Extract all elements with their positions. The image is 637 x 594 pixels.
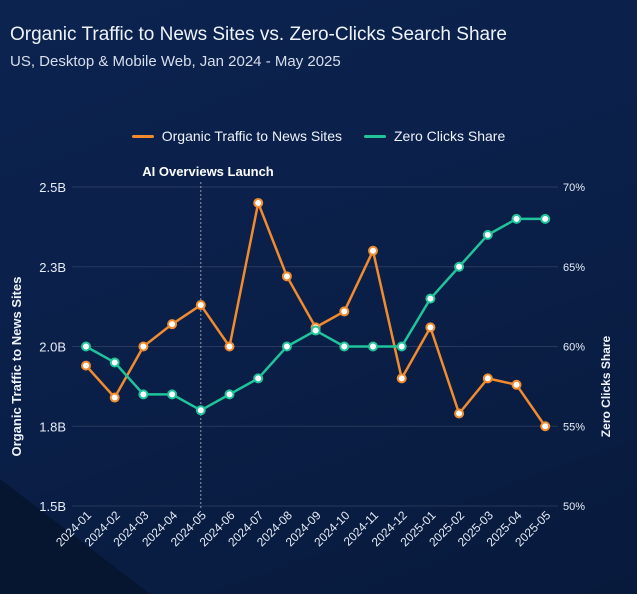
data-point-zero-clicks — [167, 389, 178, 400]
data-point-zero-clicks — [195, 405, 206, 416]
data-point-organic-traffic — [109, 392, 120, 403]
annotation-label: AI Overviews Launch — [142, 164, 274, 179]
left-tick-label: 2.3B — [39, 260, 66, 275]
chart-subtitle: US, Desktop & Mobile Web, Jan 2024 - May… — [10, 53, 341, 70]
right-tick-label: 50% — [563, 501, 585, 513]
y-axis-title-left: Organic Traffic to News Sites — [9, 277, 24, 457]
data-point-zero-clicks — [224, 389, 235, 400]
left-tick-label: 2.0B — [39, 340, 66, 355]
data-point-organic-traffic — [368, 245, 378, 256]
right-tick-label: 60% — [563, 342, 585, 354]
data-point-organic-traffic — [511, 379, 522, 390]
data-point-organic-traffic — [339, 306, 350, 317]
series-line-organic-traffic — [85, 201, 547, 427]
data-point-zero-clicks — [511, 213, 522, 224]
data-point-organic-traffic — [425, 322, 436, 333]
data-point-zero-clicks — [396, 341, 407, 352]
left-tick-label: 1.5B — [39, 499, 66, 514]
data-point-organic-traffic — [281, 271, 292, 282]
data-point-zero-clicks — [454, 261, 465, 272]
data-point-zero-clicks — [368, 341, 378, 352]
chart-title: Organic Traffic to News Sites vs. Zero-C… — [10, 24, 507, 45]
data-point-zero-clicks — [81, 341, 91, 352]
right-tick-label: 55% — [563, 421, 585, 433]
data-point-zero-clicks — [540, 213, 551, 224]
data-point-organic-traffic — [138, 341, 149, 352]
data-point-zero-clicks — [310, 325, 321, 336]
data-point-zero-clicks — [138, 389, 149, 400]
data-point-zero-clicks — [425, 293, 436, 304]
legend: Organic Traffic to News Sites Zero Click… — [0, 128, 637, 144]
left-tick-label: 1.8B — [39, 419, 66, 434]
data-point-organic-traffic — [81, 360, 91, 371]
y-axis-title-right: Zero Clicks Share — [599, 335, 613, 437]
data-point-organic-traffic — [454, 408, 465, 419]
data-point-zero-clicks — [253, 373, 264, 384]
data-point-zero-clicks — [281, 341, 292, 352]
background-shape — [0, 479, 150, 594]
data-point-organic-traffic — [253, 197, 264, 208]
data-point-zero-clicks — [339, 341, 350, 352]
legend-swatch-zero-clicks — [363, 134, 386, 138]
data-point-organic-traffic — [195, 300, 206, 311]
data-point-zero-clicks — [109, 357, 120, 368]
legend-item-organic-traffic[interactable]: Organic Traffic to News Sites — [131, 128, 342, 144]
right-tick-label: 65% — [563, 262, 585, 274]
right-tick-label: 70% — [563, 182, 585, 194]
data-point-organic-traffic — [482, 373, 493, 384]
left-tick-label: 2.5B — [39, 180, 66, 195]
data-point-organic-traffic — [224, 341, 235, 352]
data-point-zero-clicks — [482, 229, 493, 240]
legend-swatch-organic-traffic — [131, 134, 154, 138]
data-point-organic-traffic — [396, 373, 407, 384]
data-point-organic-traffic — [540, 421, 551, 432]
legend-label-zero-clicks: Zero Clicks Share — [393, 128, 506, 144]
series-line-zero-clicks — [85, 217, 546, 412]
legend-label-organic-traffic: Organic Traffic to News Sites — [161, 128, 342, 144]
data-point-organic-traffic — [167, 319, 178, 330]
legend-item-zero-clicks[interactable]: Zero Clicks Share — [363, 128, 506, 144]
